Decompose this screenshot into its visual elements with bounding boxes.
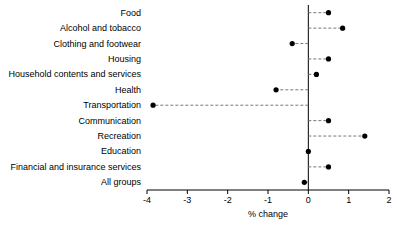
leader-line (308, 28, 342, 29)
dot (150, 103, 155, 108)
dot (340, 26, 345, 31)
leader-line (308, 58, 328, 59)
dot (362, 133, 367, 138)
chart: -4 -3 -2 -1 0 1 2 Food Alcohol and tobacco Clothi… (0, 0, 397, 227)
zero-line (308, 5, 309, 190)
category-label: Clothing and footwear (53, 39, 141, 49)
x-tick-label: 1 (346, 195, 351, 205)
category-label: Recreation (97, 131, 141, 141)
dot (302, 180, 307, 185)
x-tick-label: 2 (386, 195, 391, 205)
dot (326, 118, 331, 123)
dot (290, 41, 295, 46)
leader-line (308, 120, 328, 121)
x-tick (308, 190, 309, 194)
category-label: Communication (78, 116, 141, 126)
category-label: Transportation (83, 100, 141, 110)
category-label: Household contents and services (8, 69, 141, 79)
leader-line (308, 136, 364, 137)
category-label: Education (101, 146, 141, 156)
leader-line (308, 12, 328, 13)
x-axis-title: % change (248, 209, 288, 219)
category-label: Food (120, 8, 141, 18)
dot (273, 87, 278, 92)
x-tick-label: -1 (264, 195, 272, 205)
dot (326, 164, 331, 169)
x-tick-label: -4 (143, 195, 151, 205)
category-label: All groups (101, 177, 142, 187)
x-tick-label: -2 (224, 195, 232, 205)
leader-line (308, 166, 328, 167)
x-tick (348, 190, 349, 194)
category-label: Alcohol and tobacco (60, 23, 141, 33)
x-tick (147, 190, 148, 194)
category-label: Financial and insurance services (10, 162, 141, 172)
leader-line (153, 105, 308, 106)
leader-line (276, 89, 308, 90)
x-tick (389, 190, 390, 194)
x-tick (268, 190, 269, 194)
x-tick-label: -3 (183, 195, 191, 205)
x-tick (187, 190, 188, 194)
category-label: Health (115, 85, 141, 95)
dot (306, 149, 311, 154)
x-tick (227, 190, 228, 194)
category-label: Housing (108, 54, 141, 64)
marks (150, 10, 367, 185)
x-tick-label: 0 (306, 195, 311, 205)
dot (314, 72, 319, 77)
dot (326, 56, 331, 61)
dot (326, 10, 331, 15)
